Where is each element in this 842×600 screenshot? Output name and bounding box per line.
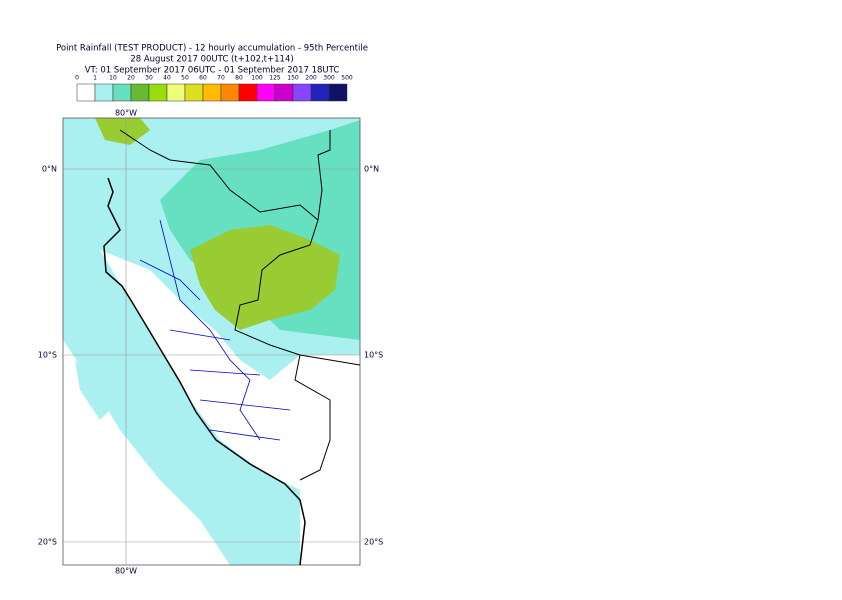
colorbar-box — [274, 83, 294, 102]
colorbar-box — [166, 83, 186, 102]
colorbar: 0 1 10 20 30 40 50 60 70 80 100 125 150 200 300 500 — [75, 75, 353, 102]
colorbar-box — [328, 83, 348, 102]
lat-label: 10°S — [38, 351, 57, 360]
colorbar-box — [76, 83, 96, 102]
map-frame — [62, 117, 361, 566]
graticule — [63, 118, 360, 565]
lat-label: 20°S — [364, 538, 383, 547]
colorbar-box — [184, 83, 204, 102]
lat-label: 0°N — [42, 165, 57, 174]
map — [62, 117, 361, 566]
colorbar-box — [112, 83, 132, 102]
title-line: Point Rainfall (TEST PRODUCT) - 12 hourl… — [56, 44, 368, 54]
colorbar-label: 200 — [305, 75, 317, 82]
region-border — [139, 219, 291, 441]
colorbar-box — [238, 83, 258, 102]
colorbar-label: 50 — [181, 75, 189, 82]
lat-label: 20°S — [38, 538, 57, 547]
title-line: VT: 01 September 2017 06UTC - 01 Septemb… — [85, 66, 340, 76]
colorbar-label: 125 — [269, 75, 281, 82]
colorbar-label: 80 — [235, 75, 243, 82]
rain-area — [63, 250, 300, 565]
colorbar-label: 40 — [163, 75, 171, 82]
rain-area — [75, 360, 110, 420]
colorbar-box — [310, 83, 330, 102]
title-line: 28 August 2017 00UTC (t+102,t+114) — [130, 55, 293, 65]
rain-area — [190, 225, 340, 330]
colorbar-label: 20 — [127, 75, 135, 82]
colorbar-label: 100 — [251, 75, 263, 82]
colorbar-box — [94, 83, 114, 102]
colorbar-label: 150 — [287, 75, 299, 82]
lon-label: 80°W — [115, 567, 137, 576]
colorbar-label: 1 — [93, 75, 97, 82]
colorbar-box — [148, 83, 168, 102]
colorbar-box — [256, 83, 276, 102]
colorbar-label: 60 — [199, 75, 207, 82]
lon-label: 80°W — [115, 109, 137, 118]
coastline — [103, 177, 306, 566]
colorbar-label: 500 — [341, 75, 353, 82]
colorbar-box — [202, 83, 222, 102]
colorbar-label: 10 — [109, 75, 117, 82]
colorbar-box — [220, 83, 240, 102]
lat-label: 0°N — [364, 165, 379, 174]
lat-label: 10°S — [364, 351, 383, 360]
colorbar-box — [130, 83, 150, 102]
colorbar-label: 0 — [75, 75, 79, 82]
colorbar-label: 30 — [145, 75, 153, 82]
colorbar-box — [292, 83, 312, 102]
country-border — [119, 129, 361, 481]
colorbar-label: 300 — [323, 75, 335, 82]
colorbar-label: 70 — [217, 75, 225, 82]
